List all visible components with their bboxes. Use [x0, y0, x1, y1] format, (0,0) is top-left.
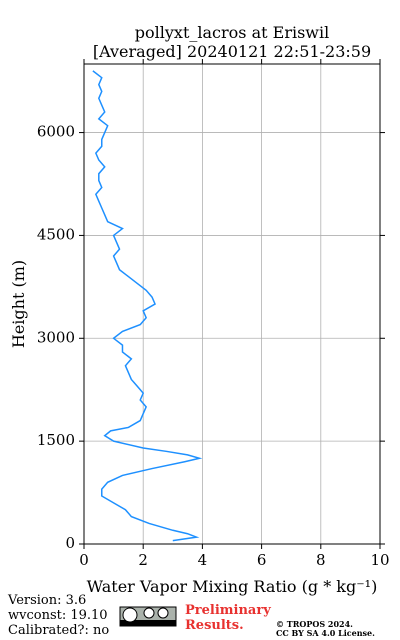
- x-tick-label: 4: [198, 551, 208, 569]
- x-tick-label: 10: [370, 551, 389, 569]
- wvconst: wvconst: 19.10: [8, 608, 108, 623]
- y-tick-label: 1500: [37, 431, 75, 449]
- y-tick-label: 0: [65, 534, 75, 552]
- copyright: CC BY SA 4.0 License.: [276, 628, 375, 638]
- y-tick-label: 3000: [37, 328, 75, 346]
- preliminary: Preliminary: [185, 603, 271, 618]
- preliminary: Results.: [185, 618, 244, 633]
- chart-subtitle: [Averaged] 20240121 22:51-23:59: [93, 42, 371, 61]
- profile-line: [92, 70, 203, 542]
- y-tick-label: 6000: [37, 123, 75, 141]
- x-tick-label: 6: [257, 551, 267, 569]
- plot-frame: [83, 63, 381, 545]
- y-tick-label: 4500: [37, 225, 75, 243]
- license-badge: [119, 606, 177, 627]
- x-tick-label: 8: [316, 551, 326, 569]
- x-axis-label: Water Vapor Mixing Ratio (g * kg⁻¹): [87, 577, 378, 596]
- x-tick-label: 0: [79, 551, 89, 569]
- y-axis-label: Height (m): [9, 260, 28, 348]
- x-tick-label: 2: [138, 551, 148, 569]
- copyright: © TROPOS 2024.: [276, 619, 353, 629]
- calibrated: Calibrated?: no: [8, 623, 109, 638]
- chart-title: pollyxt_lacros at Eriswil: [135, 23, 329, 42]
- version: Version: 3.6: [7, 593, 86, 608]
